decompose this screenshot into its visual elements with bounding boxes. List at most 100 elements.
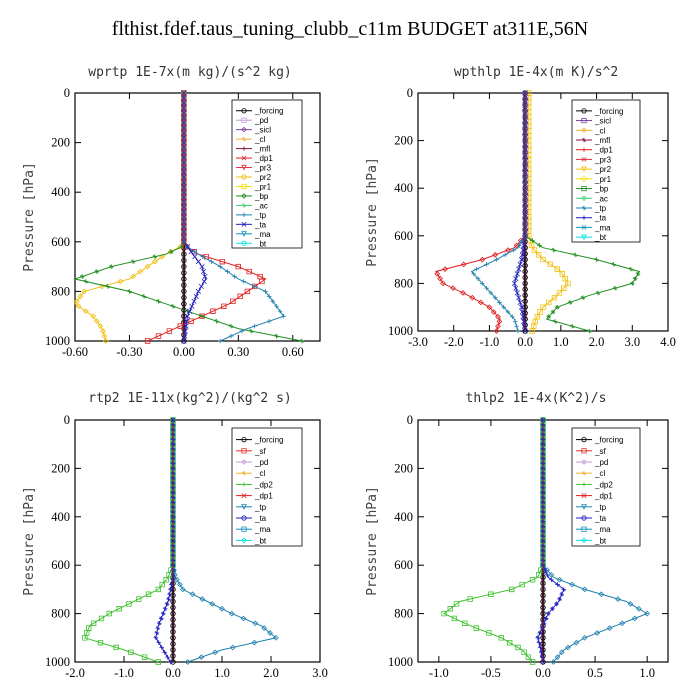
legend-marker [581, 185, 587, 192]
legend-label: _bt [594, 536, 607, 545]
data-point [540, 610, 546, 617]
data-point [451, 615, 458, 622]
data-point [522, 268, 528, 275]
x-tick-label: -0.60 [62, 345, 88, 359]
legend-label: _bt [594, 233, 607, 242]
data-point [241, 279, 247, 284]
data-point [497, 300, 502, 305]
legend-label: _bp [254, 192, 269, 201]
data-point [565, 644, 571, 651]
legend-marker [581, 137, 587, 143]
data-point [101, 333, 108, 339]
data-point [484, 285, 489, 291]
data-point [540, 574, 546, 580]
data-point [100, 328, 106, 334]
data-point [170, 598, 176, 605]
data-point [521, 323, 528, 329]
data-point [545, 611, 551, 616]
legend-marker [581, 117, 587, 124]
y-tick-label: 1000 [45, 655, 70, 669]
data-point [540, 598, 546, 605]
x-tick-label: -0.5 [481, 666, 501, 680]
legend-label: _ma [254, 230, 271, 239]
series-markers-dp2 [82, 417, 176, 665]
data-point [518, 304, 525, 310]
series-line-dp1 [435, 93, 526, 332]
data-point [522, 286, 528, 293]
data-point [555, 582, 560, 587]
data-point [183, 323, 189, 329]
figure-title: flthist.fdef.taus_tuning_clubb_c11m BUDG… [111, 18, 589, 40]
legend-label: _ta [594, 214, 607, 223]
data-point [273, 634, 279, 641]
data-point [495, 323, 501, 330]
data-point [217, 264, 223, 269]
data-point [165, 654, 170, 660]
data-point [170, 610, 176, 617]
data-point [473, 625, 480, 631]
data-point [117, 278, 124, 285]
data-point [440, 280, 446, 287]
data-point [181, 257, 187, 264]
x-tick-label: -0.30 [116, 345, 142, 359]
data-point [534, 314, 540, 320]
legend-label: _dp2 [594, 480, 613, 489]
legend-label: _bp [594, 185, 609, 194]
data-point [551, 247, 557, 253]
legend-marker [241, 193, 247, 199]
data-point [181, 263, 187, 270]
data-point [102, 338, 109, 344]
legend: _forcing_sicl_cl_mfl_dp1_pr3_pr2_pr1_bp_… [571, 99, 641, 243]
legend-label: _pd [254, 458, 268, 467]
data-point [531, 323, 537, 329]
data-point [106, 610, 112, 617]
data-point [170, 641, 176, 647]
data-point [450, 285, 456, 292]
data-point [535, 635, 541, 641]
data-point [492, 251, 499, 258]
data-point [167, 591, 172, 597]
data-point [537, 645, 543, 650]
data-point [540, 592, 546, 599]
data-point [225, 269, 230, 274]
data-point [144, 263, 151, 270]
data-point [475, 276, 481, 281]
data-point [168, 587, 173, 592]
data-point [252, 323, 257, 329]
data-point [219, 605, 225, 612]
legend-label: _bt [254, 239, 267, 248]
data-point [437, 275, 444, 282]
legend: _forcing _sf _pd _cl _dp2 _dp1 _tp _ta _ma _bt [231, 427, 303, 547]
legend-marker [241, 108, 247, 114]
data-point [519, 238, 525, 243]
data-point [522, 310, 528, 316]
data-point [155, 625, 161, 631]
data-point [509, 586, 515, 593]
legend-marker [581, 459, 587, 465]
y-tick-label: 200 [394, 461, 413, 475]
data-point [529, 577, 536, 583]
data-point [199, 596, 206, 602]
data-point [479, 281, 485, 286]
data-point [514, 323, 519, 329]
data-point [136, 596, 142, 602]
data-point [155, 333, 162, 339]
data-point [170, 616, 176, 623]
data-point [490, 309, 497, 315]
legend-label: _forcing [254, 107, 283, 116]
data-point [536, 572, 542, 578]
data-point [556, 576, 563, 583]
legend-label: _dp1 [254, 154, 273, 163]
data-point [549, 577, 554, 583]
legend-box [571, 427, 641, 547]
data-point [516, 266, 522, 272]
legend-label: _ma [254, 525, 271, 534]
data-point [181, 276, 187, 282]
data-point [261, 625, 268, 631]
plot-frame [74, 419, 321, 663]
data-point [188, 318, 194, 324]
legend-marker [241, 221, 247, 227]
data-point [228, 333, 234, 339]
data-point [151, 258, 158, 265]
